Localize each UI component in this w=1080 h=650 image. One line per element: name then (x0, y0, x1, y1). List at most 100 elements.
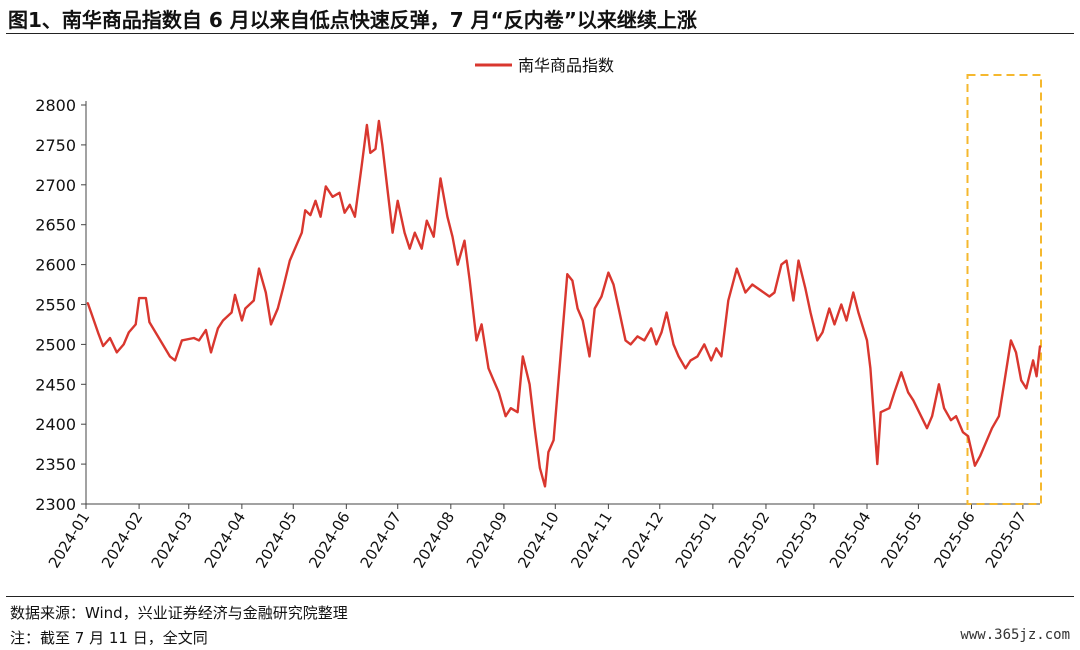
data-point (792, 299, 795, 302)
data-point (650, 327, 653, 330)
data-point (497, 391, 500, 394)
data-point (314, 199, 317, 202)
data-point (145, 297, 147, 299)
data-point (926, 427, 928, 430)
data-point (354, 215, 356, 218)
data-point (378, 120, 380, 122)
x-tick-label: 2024-04 (201, 509, 249, 572)
data-point (309, 214, 312, 217)
data-point (588, 355, 591, 358)
data-point (869, 367, 872, 370)
x-tick-label: 2024-10 (514, 509, 562, 572)
x-tick-label: 2024-09 (463, 509, 511, 572)
data-point (857, 311, 860, 314)
data-point (97, 331, 99, 334)
data-point (509, 407, 512, 410)
data-point (241, 319, 243, 322)
data-point (828, 307, 831, 310)
y-tick-label: 2500 (35, 335, 76, 354)
data-point (840, 303, 843, 306)
data-point (720, 355, 723, 358)
data-point (193, 337, 195, 339)
data-point (222, 319, 224, 322)
data-point (612, 283, 615, 286)
data-point (888, 407, 891, 410)
y-tick-label: 2300 (35, 495, 76, 514)
data-point (715, 347, 718, 350)
data-point (1039, 345, 1041, 347)
data-point (122, 343, 125, 346)
axes: 2300 2350 2400 2450 2500 2550 2600 2650 2700 2750… (35, 96, 1040, 571)
data-point (270, 323, 272, 326)
data-point (655, 343, 658, 346)
data-point (86, 302, 89, 304)
data-point (360, 164, 363, 166)
data-point (684, 367, 687, 370)
series-layer (86, 119, 1042, 488)
x-tick-label: 2025-07 (982, 509, 1030, 572)
data-point (821, 331, 824, 334)
x-tick-label: 2024-08 (410, 509, 458, 572)
watermark: www.365jz.com (960, 627, 1070, 643)
data-point (300, 231, 303, 234)
data-point (432, 235, 435, 238)
data-point (138, 297, 141, 299)
y-tick-label: 2400 (35, 415, 76, 434)
data-point (643, 339, 646, 342)
data-point (1035, 375, 1038, 378)
data-point (1003, 383, 1005, 386)
data-point (797, 259, 800, 262)
data-point (943, 407, 945, 410)
data-point (735, 267, 738, 270)
data-point (672, 343, 675, 346)
data-point (950, 419, 952, 422)
data-point (480, 323, 483, 326)
data-point (174, 359, 177, 362)
data-point (198, 339, 200, 342)
data-point (366, 124, 368, 126)
data-point (230, 311, 233, 314)
data-point (845, 319, 848, 322)
data-point (660, 331, 663, 334)
data-point (127, 331, 130, 334)
data-point (998, 415, 1000, 418)
y-tick-label: 2450 (35, 375, 76, 394)
data-point (566, 273, 569, 276)
data-point (252, 299, 255, 302)
data-point (516, 411, 519, 414)
series-line (86, 119, 1042, 488)
data-point (1020, 379, 1023, 382)
x-tick-label: 2025-02 (725, 509, 773, 572)
source-note: 数据来源：Wind，兴业证券经济与金融研究院整理 (10, 604, 348, 622)
y-tick-label: 2600 (35, 256, 76, 275)
x-tick-label: 2025-05 (877, 509, 925, 572)
highlight-box (966, 74, 1042, 505)
data-point (420, 247, 423, 250)
data-point (938, 383, 940, 386)
data-point (665, 311, 668, 314)
data-point (809, 311, 812, 314)
data-point (833, 323, 836, 326)
data-point (533, 427, 536, 430)
y-tick-label: 2650 (35, 216, 76, 235)
x-tick-label: 2024-12 (619, 509, 667, 572)
data-point (866, 339, 868, 342)
x-tick-label: 2024-07 (357, 509, 405, 572)
data-point (785, 259, 788, 262)
footnote: 注：截至 7 月 11 日，全文同 (10, 629, 208, 647)
x-tick-label: 2025-06 (930, 509, 978, 572)
data-point (879, 411, 882, 414)
data-point (115, 351, 118, 354)
data-point (381, 144, 384, 146)
x-tick-label: 2024-06 (305, 509, 353, 572)
data-point (552, 439, 555, 442)
x-tick-label: 2025-03 (773, 509, 821, 572)
data-point (504, 415, 507, 418)
chart: 南华商品指数 230023502400245025002550260026502… (35, 56, 1042, 571)
data-point (600, 295, 603, 298)
data-point (408, 247, 411, 250)
data-point (487, 367, 490, 370)
data-point (521, 355, 524, 358)
figure-title: 图1、南华商品指数自 6 月以来自低点快速反弹，7 月“反内卷”以来继续上涨 (8, 8, 697, 32)
x-tick-label: 2024-01 (45, 509, 93, 572)
